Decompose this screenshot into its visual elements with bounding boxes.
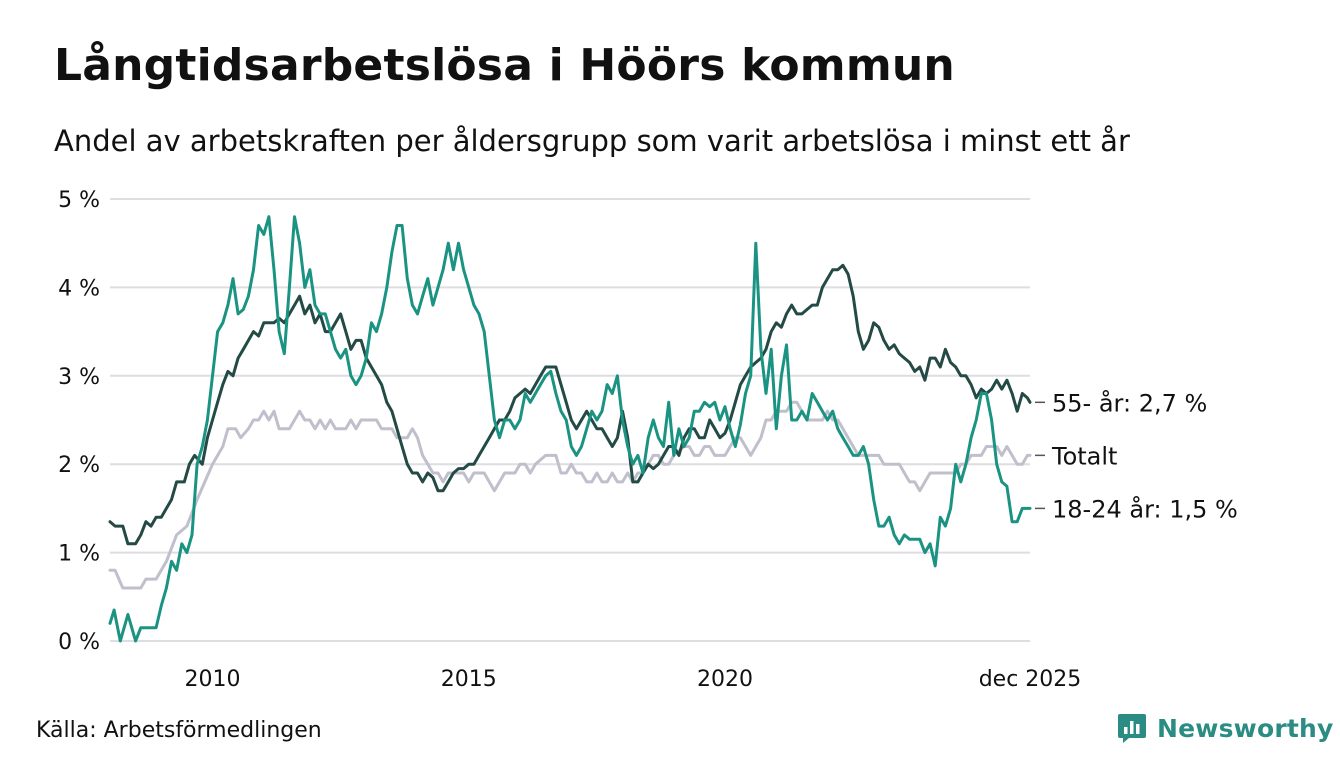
newsworthy-logo-text: Newsworthy	[1157, 713, 1334, 743]
series-label-0: Totalt	[1051, 442, 1117, 470]
x-tick-label-3: dec 2025	[979, 667, 1082, 692]
y-tick-label-0: 0 %	[58, 630, 100, 655]
newsworthy-logo-icon	[1118, 714, 1146, 743]
series-line-0	[108, 400, 1032, 590]
series-label-1: 55- år: 2,7 %	[1052, 388, 1207, 417]
x-axis-ticks: 2010 2015 2020 dec 2025	[185, 667, 1082, 692]
y-tick-label-2: 2 %	[58, 453, 100, 478]
series-label-2: 18-24 år: 1,5 %	[1052, 494, 1238, 523]
newsworthy-logo: Newsworthy	[1117, 712, 1334, 744]
series-line-2	[108, 215, 1032, 643]
series-lines	[108, 215, 1032, 643]
x-tick-label-2: 2020	[697, 667, 753, 692]
y-tick-label-5: 5 %	[58, 188, 100, 213]
y-axis-ticks: 0 % 1 % 2 % 3 % 4 % 5 %	[58, 188, 100, 655]
y-tick-label-1: 1 %	[58, 542, 100, 567]
y-tick-label-3: 3 %	[58, 365, 100, 390]
y-tick-label-4: 4 %	[58, 276, 100, 301]
x-tick-label-0: 2010	[185, 667, 241, 692]
chart-title: Långtidsarbetslösa i Höörs kommun	[54, 40, 955, 91]
series-end-labels: 55- år: 2,7 % Totalt 18-24 år: 1,5 %	[1035, 388, 1238, 523]
source-note: Källa: Arbetsförmedlingen	[36, 718, 322, 743]
x-tick-label-1: 2015	[441, 667, 497, 692]
chart-subtitle: Andel av arbetskraften per åldersgrupp s…	[54, 124, 1130, 158]
series-line-1	[108, 263, 1032, 546]
